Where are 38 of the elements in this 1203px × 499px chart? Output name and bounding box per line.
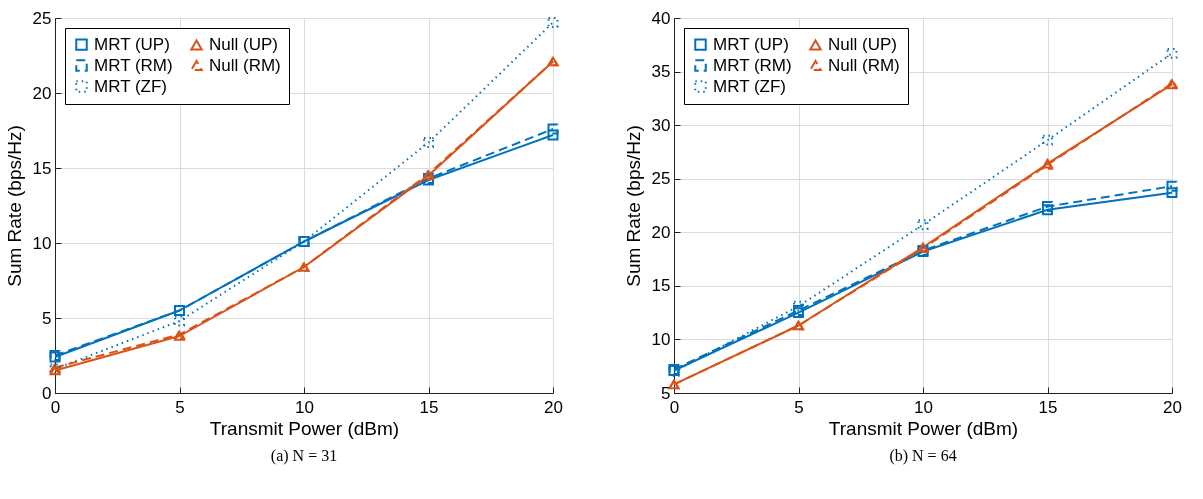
- x-axis-title: Transmit Power (dBm): [828, 417, 1019, 439]
- legend-label: MRT (ZF): [713, 76, 787, 96]
- x-tick-label: 20: [544, 397, 563, 417]
- y-tick-label: 25: [32, 8, 52, 28]
- x-tick-label: 15: [1038, 397, 1058, 417]
- legend-label: MRT (RM): [713, 55, 792, 75]
- y-tick-label: 40: [651, 8, 671, 28]
- legend-label: Null (UP): [209, 34, 278, 54]
- y-tick-label: 35: [651, 62, 671, 82]
- legend-label: MRT (UP): [713, 34, 789, 54]
- y-tick-label: 10: [32, 233, 52, 253]
- x-tick-label: 10: [914, 397, 933, 417]
- text: (b) N = 64: [889, 447, 957, 465]
- y-tick-label: 0: [42, 383, 52, 403]
- y-axis-title: Sum Rate (bps/Hz): [3, 125, 25, 287]
- y-tick-label: 30: [651, 115, 671, 135]
- y-tick-label: 15: [32, 158, 52, 178]
- y-tick-label: 10: [651, 329, 671, 349]
- text: (a) N = 31: [270, 447, 338, 465]
- x-tick-label: 20: [1163, 397, 1182, 417]
- x-tick-label: 5: [175, 397, 185, 417]
- y-tick-label: 15: [651, 276, 671, 296]
- legend-label: Null (UP): [828, 34, 897, 54]
- y-tick-label: 20: [651, 222, 671, 242]
- y-tick-label: 20: [32, 83, 52, 103]
- legend-label: MRT (UP): [94, 34, 170, 54]
- legend-label: MRT (ZF): [94, 76, 168, 96]
- legend-label: MRT (RM): [94, 55, 173, 75]
- x-tick-label: 5: [794, 397, 804, 417]
- x-axis-title: Transmit Power (dBm): [209, 417, 400, 439]
- legend-label: Null (RM): [828, 55, 900, 75]
- y-tick-label: 5: [42, 308, 52, 328]
- legend-label: Null (RM): [209, 55, 281, 75]
- x-tick-label: 10: [295, 397, 314, 417]
- y-tick-label: 25: [651, 169, 671, 189]
- y-tick-label: 5: [661, 383, 671, 403]
- x-tick-label: 15: [419, 397, 439, 417]
- y-axis-title: Sum Rate (bps/Hz): [622, 125, 644, 287]
